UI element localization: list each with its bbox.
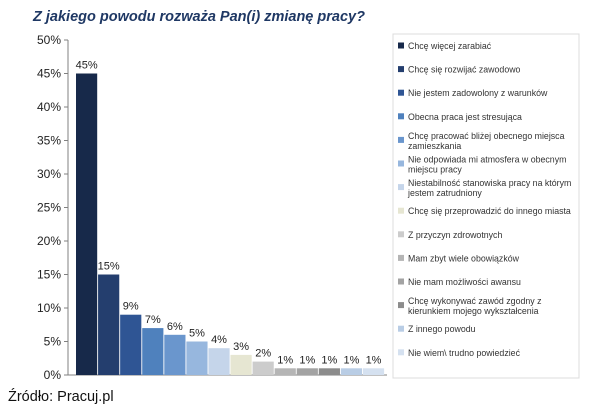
legend-swatch (398, 184, 404, 191)
bar (142, 328, 164, 375)
legend-label: Chcę więcej zarabiać (408, 41, 492, 51)
legend-swatch (398, 349, 404, 356)
data-label: 6% (167, 321, 183, 333)
source-note: Źródło: Pracuj.pl (8, 388, 114, 405)
data-label: 3% (233, 341, 249, 353)
y-tick-label: 50% (37, 33, 61, 47)
data-label: 1% (366, 354, 382, 366)
bar (252, 361, 274, 375)
legend-label: Chcę wykonywać zawód zgodny z (408, 296, 541, 306)
legend-swatch (398, 207, 404, 214)
legend-swatch (398, 254, 404, 261)
legend-label: Nie mam możliwości awansu (408, 277, 521, 287)
legend-label: Obecna praca jest stresująca (408, 112, 522, 122)
data-label: 7% (145, 314, 161, 326)
bar (274, 368, 296, 375)
bar (120, 314, 142, 375)
legend-swatch (398, 89, 404, 96)
y-tick-label: 45% (37, 67, 61, 81)
bar (340, 368, 363, 375)
legend-label: Chcę się przeprowadzić do innego miasta (408, 206, 571, 216)
data-label: 15% (98, 261, 120, 273)
bar (296, 368, 318, 375)
legend-label: zamieszkania (408, 141, 461, 151)
y-tick-label: 30% (37, 167, 61, 181)
legend-label: Z przyczyn zdrowotnych (408, 230, 502, 240)
bar (76, 73, 98, 375)
legend-swatch (398, 136, 404, 143)
data-label: 1% (299, 354, 315, 366)
legend: Chcę więcej zarabiać Chcę się rozwijać za… (398, 41, 571, 358)
y-tick-label: 25% (37, 201, 61, 215)
data-label: 1% (277, 354, 293, 366)
legend-label: Chcę się rozwijać zawodowo (408, 65, 521, 75)
legend-label: Z innego powodu (408, 324, 476, 334)
legend-swatch (398, 66, 404, 73)
y-tick-label: 20% (37, 234, 61, 248)
legend-label: Chcę pracować bliżej obecnego miejsca (408, 131, 565, 141)
chart-title: Z jakiego powodu rozważa Pan(i) zmianę p… (32, 9, 365, 25)
legend-swatch (398, 231, 404, 238)
legend-label: Niestabilność stanowiska pracy na którym (408, 178, 571, 188)
data-label: 45% (76, 60, 98, 72)
bar (230, 354, 252, 375)
data-label: 5% (189, 328, 205, 340)
y-axis: 0% 5% 10% 15% 20% 25% 30% 35% 40% 45% 50% (37, 33, 387, 382)
legend-label: Nie odpowiada mi atmosfera w obecnym (408, 155, 566, 165)
bars (76, 73, 385, 375)
legend-swatch (398, 42, 404, 49)
data-label: 1% (321, 354, 337, 366)
data-labels: 45% 15% 9% 7% 6% 5% 4% 3% 2% 1% 1% 1% 1% 1% (76, 60, 382, 367)
legend-swatch (398, 278, 404, 285)
y-tick-label: 0% (44, 368, 62, 382)
data-label: 9% (123, 301, 139, 313)
data-label: 4% (211, 334, 227, 346)
legend-box (392, 33, 580, 379)
legend-label: Nie wiem\ trudno powiedzieć (408, 348, 521, 358)
y-tick-label: 15% (37, 268, 61, 282)
legend-swatch (398, 302, 404, 309)
legend-label: kierunkiem mojego wykształcenia (408, 306, 539, 316)
bar (362, 368, 385, 375)
legend-label: miejscu pracy (408, 165, 462, 175)
bar (318, 368, 340, 375)
legend-swatch (398, 113, 404, 120)
y-tick-label: 10% (37, 301, 61, 315)
bar (98, 274, 120, 375)
data-label: 1% (343, 354, 359, 366)
bar (164, 334, 186, 375)
y-tick-label: 5% (44, 335, 62, 349)
legend-swatch (398, 160, 404, 167)
legend-swatch (398, 325, 404, 332)
legend-label: Mam zbyt wiele obowiązków (408, 253, 520, 263)
data-label: 2% (255, 348, 271, 360)
legend-label: Nie jestem zadowolony z warunków (408, 88, 548, 98)
bar (208, 348, 230, 375)
y-tick-label: 40% (37, 100, 61, 114)
bar (186, 341, 208, 375)
legend-label: jestem zatrudniony (407, 188, 482, 198)
y-tick-label: 35% (37, 134, 61, 148)
